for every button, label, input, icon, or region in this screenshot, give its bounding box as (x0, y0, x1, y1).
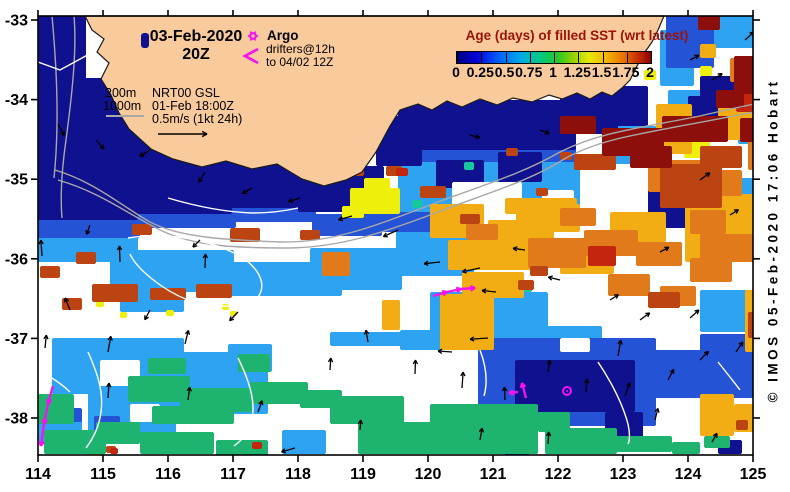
y-axis-tick-label: -36 (5, 251, 28, 268)
colorbar-tick-label: 1.75 (612, 64, 640, 80)
coastal-inlet (141, 33, 149, 48)
y-axis-tick-label: -35 (5, 172, 28, 189)
y-axis-tick-label: -38 (5, 411, 28, 428)
legend-marks (158, 31, 259, 138)
y-axis-tick-label: -37 (5, 331, 28, 348)
x-axis-tick-label: 115 (90, 466, 116, 483)
colorbar-tick (505, 52, 507, 63)
contour-label-1000m: 1000m (103, 99, 142, 113)
colorbar-tick-label: 1.25 (563, 64, 591, 80)
colorbar-title: Age (days) of filled SST (wrt latest) (465, 28, 689, 43)
gsl-legend-line2: 01-Feb 18:00Z (152, 99, 234, 113)
x-axis-tick-label: 117 (220, 466, 246, 483)
colorbar-tick-labels: 0 0.25 0.5 0.75 1 1.25 1.5 1.75 2 (452, 64, 654, 80)
colorbar-tick (457, 52, 458, 63)
colorbar (456, 51, 652, 64)
colorbar-tick-label: 0.25 (466, 64, 494, 80)
argo-legend-line2: to 04/02 12Z (266, 55, 334, 69)
colorbar-tick-label: 2 (646, 64, 654, 80)
x-axis-tick-label: 114 (25, 466, 51, 483)
gsl-legend-line3: 0.5m/s (1kt 24h) (152, 112, 243, 126)
argo-legend-title: Argo (267, 28, 299, 43)
colorbar-tick (554, 52, 555, 63)
x-axis-tick-label: 119 (350, 466, 376, 483)
x-axis-tick-label: 120 (415, 466, 442, 483)
x-axis-tick-label: 124 (675, 466, 702, 483)
contour-1000m-sample-line (106, 115, 144, 117)
axes-frame: 114 115 116 117 118 119 120 121 122 123 124 125-33-… (5, 10, 767, 483)
colorbar-tick-label: 1 (549, 64, 557, 80)
colorbar-tick (602, 52, 604, 63)
colorbar-tick (626, 52, 628, 63)
x-axis-tick-label: 118 (285, 466, 311, 483)
argo-legend-line1: drifters@12h (266, 42, 335, 56)
colorbar-tick-label: 0.75 (515, 64, 543, 80)
y-axis-tick-label: -34 (5, 92, 28, 109)
argo-float-marker (562, 386, 572, 396)
colorbar-tick (529, 52, 531, 63)
colorbar-tick-label: 0 (452, 64, 460, 80)
x-axis-tick-label: 123 (610, 466, 637, 483)
credit-text: © IMOS 05-Feb-2020 17:06 Hobart (765, 78, 781, 403)
x-axis-tick-label: 125 (740, 466, 767, 483)
x-axis-tick-label: 116 (155, 466, 181, 483)
contour-label-200m: 200m (105, 86, 137, 100)
x-axis-tick-label: 122 (545, 466, 572, 483)
gsl-legend-line1: NRT00 GSL (152, 86, 220, 100)
x-axis-tick-label: 121 (480, 466, 507, 483)
drifter-legend-symbol (242, 47, 259, 65)
ocean-patches (38, 16, 753, 455)
map-datetime: 03-Feb-2020 20Z (146, 28, 246, 64)
colorbar-tick (651, 52, 652, 63)
current-vector-arrows (38, 31, 753, 454)
map-time: 20Z (182, 46, 210, 63)
colorbar-tick-label: 1.5 (591, 64, 612, 80)
colorbar-tick (481, 52, 483, 63)
colorbar-tick (578, 52, 580, 63)
colorbar-tick-label: 0.5 (494, 64, 515, 80)
y-axis-tick-label: -33 (5, 13, 28, 30)
map-date: 03-Feb-2020 (149, 28, 243, 45)
drifter-tracks (38, 284, 572, 447)
